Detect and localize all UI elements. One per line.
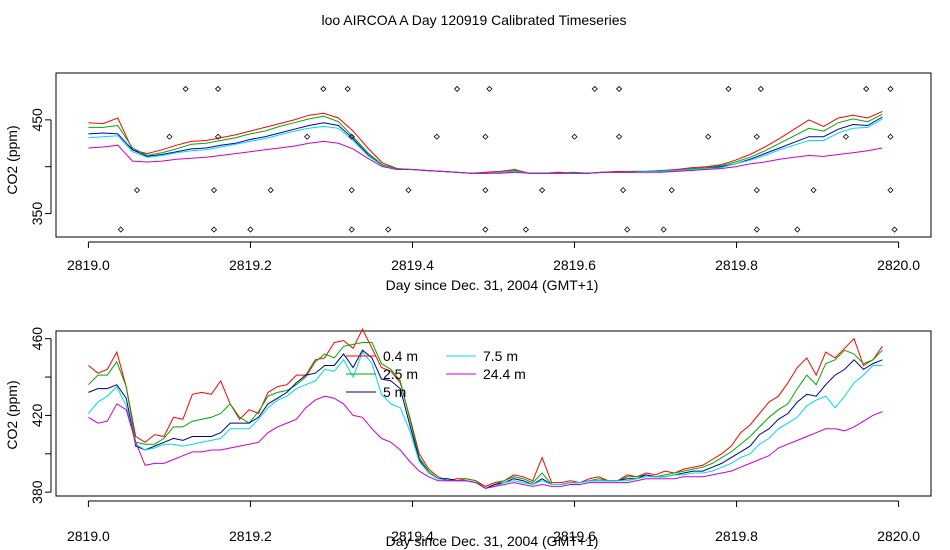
x-tick-label: 2819.2 [229, 257, 272, 273]
data-point [757, 85, 764, 92]
data-point [385, 226, 392, 233]
x-axis-label-bottom: Day since Dec. 31, 2004 (GMT+1) [386, 533, 599, 549]
data-point [453, 85, 461, 92]
data-point [433, 133, 440, 140]
y-tick-label: 350 [29, 202, 45, 226]
x-axis-top: 2819.0 2819.2 2819.4 2819.6 2819.8 2820.0 [67, 241, 920, 273]
y-axis-top: 350 450 [29, 108, 52, 226]
data-point [133, 187, 141, 194]
legend-label: 0.4 m [383, 348, 418, 364]
y-tick-label: 450 [29, 108, 45, 132]
y-axis-label-top: CO2 (ppm) [4, 125, 20, 194]
x-tick-label: 2819.6 [553, 528, 596, 544]
x-axis-bottom: 2819.0 2819.2 2819.4 2819.6 2819.8 2820.0 [67, 500, 920, 544]
data-point [210, 226, 218, 233]
data-point [705, 133, 712, 140]
series-line-3 [88, 116, 883, 174]
data-point [210, 187, 218, 194]
data-point [624, 226, 631, 233]
data-point [753, 187, 760, 194]
data-point [591, 85, 598, 92]
legend-label: 24.4 m [483, 366, 526, 382]
data-point [539, 187, 546, 194]
data-point [486, 85, 493, 92]
data-point [616, 85, 623, 92]
y-tick-label: 460 [29, 327, 45, 351]
data-point [482, 133, 489, 140]
data-point [887, 133, 894, 140]
data-point [616, 133, 623, 140]
data-point [482, 187, 489, 194]
data-point [753, 133, 760, 140]
data-point [571, 133, 578, 140]
x-tick-label: 2819.4 [391, 257, 434, 273]
data-point [522, 226, 529, 233]
data-point [887, 187, 894, 194]
series-line-1 [88, 110, 883, 174]
data-point [668, 187, 675, 194]
series-line-4 [88, 118, 883, 174]
plot-area-top [88, 85, 898, 233]
plot-area-bottom [88, 327, 883, 489]
plot-frame-bottom [55, 330, 932, 497]
data-point [810, 187, 817, 194]
panel-bottom: 2819.0 2819.2 2819.4 2819.6 2819.8 2820.0 380… [4, 327, 932, 549]
data-point [117, 226, 124, 233]
data-point [214, 133, 222, 140]
series-line-2 [88, 342, 883, 489]
data-point [348, 226, 355, 233]
panel-top: 2819.0 2819.2 2819.4 2819.6 2819.8 2820.0 350… [4, 72, 932, 293]
y-axis-bottom: 380 420 460 [29, 327, 52, 504]
data-point [842, 133, 849, 140]
data-point [320, 85, 327, 92]
series-line-2 [88, 113, 883, 174]
data-point [267, 187, 274, 194]
x-tick-label: 2819.8 [715, 257, 758, 273]
figure-title: loo AIRCOA A Day 120919 Calibrated Times… [321, 12, 626, 28]
series-line-5 [88, 395, 883, 489]
legend-label: 5 m [383, 384, 406, 400]
data-point [620, 187, 627, 194]
data-point [891, 226, 898, 233]
data-point [863, 85, 870, 92]
x-tick-label: 2819.0 [67, 257, 110, 273]
x-tick-label: 2820.0 [877, 257, 920, 273]
data-point [405, 187, 412, 194]
data-point [348, 187, 355, 194]
data-point [725, 85, 732, 92]
legend-label: 7.5 m [483, 348, 518, 364]
data-point [348, 133, 355, 140]
data-point [182, 85, 189, 92]
legend-label: 2.5 m [383, 366, 418, 382]
data-point [214, 85, 222, 92]
data-point [482, 226, 489, 233]
data-point [247, 226, 254, 233]
data-point [794, 226, 801, 233]
data-point [753, 226, 760, 233]
data-point [660, 226, 667, 233]
data-point [887, 85, 894, 92]
x-tick-label: 2819.6 [553, 257, 596, 273]
y-axis-label-bottom: CO2 (ppm) [4, 380, 20, 449]
plot-frame-top [55, 72, 932, 238]
series-line-5 [88, 140, 883, 174]
data-point [304, 133, 311, 140]
legend: 0.4 m 2.5 m 5 m 7.5 m 24.4 m [346, 348, 526, 400]
x-tick-label: 2819.2 [229, 528, 272, 544]
data-point [344, 85, 351, 92]
x-axis-label-top: Day since Dec. 31, 2004 (GMT+1) [386, 277, 599, 293]
y-tick-label: 420 [29, 404, 45, 428]
y-tick-label: 380 [29, 480, 45, 504]
x-tick-label: 2819.0 [67, 528, 110, 544]
x-tick-label: 2819.4 [391, 528, 434, 544]
x-tick-label: 2819.8 [715, 528, 758, 544]
data-point [166, 133, 173, 140]
x-tick-label: 2820.0 [877, 528, 920, 544]
series-line-1 [88, 327, 883, 487]
